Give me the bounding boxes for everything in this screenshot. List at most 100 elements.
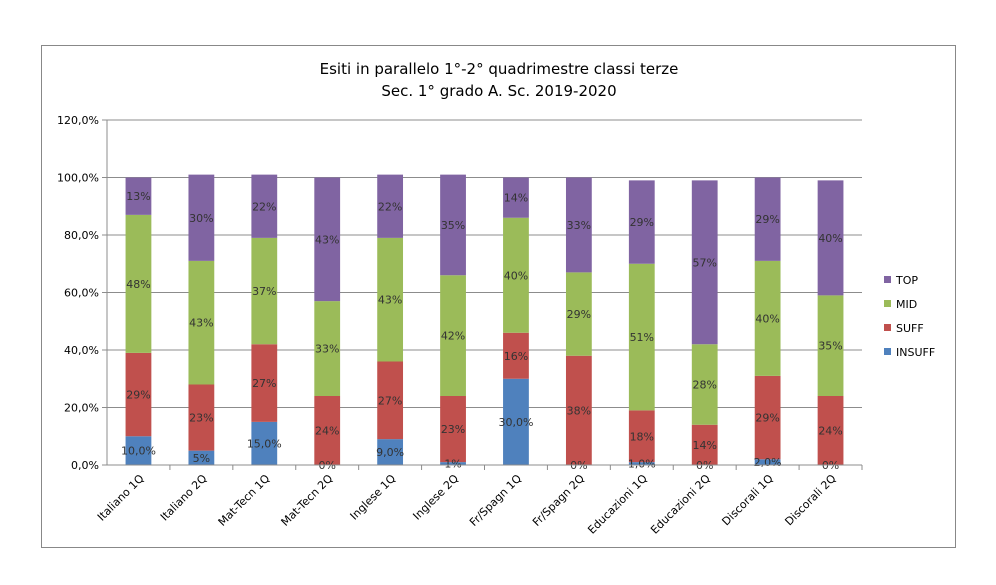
bar-segment-top (817, 180, 844, 296)
bar-segment-top (440, 174, 466, 276)
data-label-insuff: 9,0% (376, 446, 404, 459)
data-label-mid: 43% (378, 294, 402, 307)
data-label-insuff: 2,0% (754, 456, 782, 469)
data-label-top: 35% (441, 219, 465, 232)
data-label-mid: 43% (189, 317, 213, 330)
bar-segment-top (565, 177, 592, 273)
bar-segment-insuff (251, 421, 278, 465)
bar-segment-top (628, 180, 655, 264)
bar-segment-top (503, 177, 529, 218)
bar-segment-top (314, 177, 341, 302)
bar-segment-suff (188, 384, 215, 451)
data-label-mid: 28% (692, 379, 716, 392)
bar-segment-insuff (188, 450, 215, 465)
legend-swatch-insuff (884, 348, 891, 355)
bar-segment-suff (628, 410, 655, 463)
data-label-top: 22% (252, 200, 276, 213)
bar-segment-insuff (440, 462, 466, 465)
data-label-suff: 29% (755, 412, 779, 425)
y-tick-label: 100,0% (57, 172, 99, 185)
bar-segment-suff (125, 352, 152, 437)
legend-label-top: TOP (895, 274, 918, 287)
bar-segment-suff (565, 355, 592, 465)
stacked-bar-chart: Esiti in parallelo 1°-2° quadrimestre cl… (57, 60, 935, 537)
bar-segment-mid (691, 344, 718, 425)
data-label-insuff: 30,0% (498, 416, 533, 429)
data-label-suff: 16% (504, 350, 528, 363)
data-label-suff: 27% (378, 394, 402, 407)
bar-segment-insuff (503, 378, 529, 465)
data-label-suff: 23% (441, 423, 465, 436)
y-tick-label: 40,0% (64, 344, 99, 357)
data-label-mid: 33% (315, 343, 339, 356)
bar-segment-suff (754, 375, 781, 460)
bar-segment-insuff (628, 462, 655, 465)
x-tick-label: Italiano 2Q (158, 472, 210, 524)
data-label-top: 43% (315, 233, 339, 246)
bar-segment-suff (314, 396, 341, 465)
data-label-top: 57% (692, 256, 716, 269)
bar-segment-mid (125, 214, 152, 353)
bar-segment-mid (503, 217, 529, 333)
bar-segment-mid (440, 275, 466, 396)
x-tick-label: Mat-Tecn 1Q (216, 472, 273, 529)
y-tick-label: 60,0% (64, 287, 99, 300)
bar-segment-suff (817, 396, 844, 465)
legend-label-mid: MID (896, 298, 917, 311)
bar-segment-top (691, 180, 718, 345)
bar-segment-top (251, 174, 278, 238)
bar-segment-suff (691, 424, 718, 465)
data-label-top: 30% (189, 212, 213, 225)
legend-label-insuff: INSUFF (896, 346, 935, 359)
data-label-suff: 27% (252, 377, 276, 390)
bar-segment-mid (817, 295, 844, 396)
data-label-mid: 37% (252, 285, 276, 298)
data-label-suff: 23% (189, 412, 213, 425)
data-label-insuff: 1,0% (628, 458, 656, 471)
chart-subtitle: Sec. 1° grado A. Sc. 2019-2020 (381, 82, 616, 100)
legend-swatch-mid (884, 300, 891, 307)
data-label-mid: 42% (441, 330, 465, 343)
x-tick-label: Discorali 1Q (719, 472, 776, 529)
data-label-insuff: 10,0% (121, 445, 156, 458)
data-label-suff: 24% (818, 425, 842, 438)
y-tick-label: 120,0% (57, 114, 99, 127)
bar-segment-mid (754, 260, 781, 376)
x-tick-label: Discorali 2Q (782, 472, 839, 529)
bar-segment-insuff (754, 459, 781, 465)
y-tick-label: 0,0% (71, 459, 99, 472)
x-tick-label: Inglese 2Q (410, 472, 461, 523)
data-label-insuff: 15,0% (247, 437, 282, 450)
data-label-mid: 29% (567, 308, 591, 321)
bar-segment-insuff (377, 439, 404, 465)
y-tick-label: 80,0% (64, 229, 99, 242)
x-tick-label: Educazioni 2Q (648, 472, 713, 537)
data-label-insuff: 1% (444, 458, 461, 471)
data-label-suff: 14% (692, 439, 716, 452)
data-label-mid: 51% (630, 331, 654, 344)
bar-segment-top (754, 177, 781, 261)
legend-label-suff: SUFF (896, 322, 924, 335)
data-label-suff: 29% (126, 389, 150, 402)
data-label-top: 13% (126, 190, 150, 203)
chart-title: Esiti in parallelo 1°-2° quadrimestre cl… (320, 60, 679, 78)
legend-swatch-suff (884, 324, 891, 331)
data-label-mid: 40% (755, 312, 779, 325)
bar-segment-mid (628, 263, 655, 411)
bar-segment-mid (565, 272, 592, 356)
data-label-top: 29% (755, 213, 779, 226)
data-label-mid: 48% (126, 278, 150, 291)
bar-segment-mid (188, 260, 215, 385)
x-tick-label: Educazioni 1Q (585, 472, 650, 537)
bar-segment-suff (251, 344, 278, 422)
data-label-mid: 40% (504, 269, 528, 282)
chart-frame: Esiti in parallelo 1°-2° quadrimestre cl… (41, 45, 956, 548)
y-tick-label: 20,0% (64, 402, 99, 415)
x-tick-label: Italiano 1Q (95, 472, 147, 524)
data-label-suff: 18% (630, 430, 654, 443)
bar-segment-mid (251, 237, 278, 345)
x-tick-label: Fr/Spagn 2Q (530, 472, 587, 529)
bar-segment-top (188, 174, 215, 261)
data-label-suff: 24% (315, 425, 339, 438)
bar-segment-mid (314, 301, 341, 396)
